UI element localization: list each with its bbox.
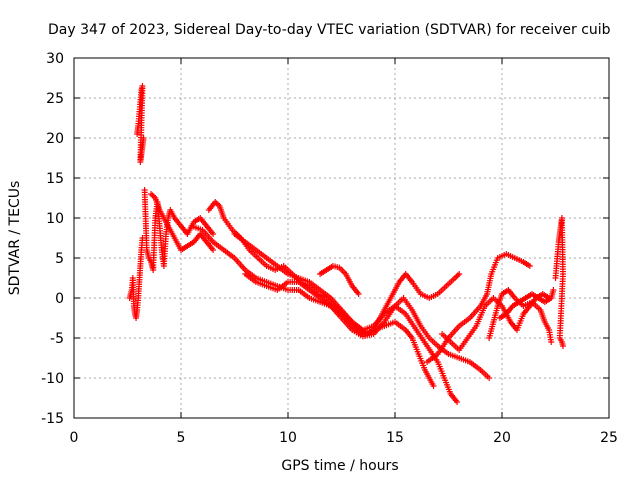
x-tick-label: 15: [386, 430, 404, 446]
y-tick-label: -10: [41, 371, 64, 387]
y-tick-labels: -15 -10 -5 0 5 10 15 20 25 30: [41, 51, 64, 427]
x-tick-labels: 0 5 10 15 20 25: [70, 430, 618, 446]
series-short-arc: [317, 263, 362, 297]
data-point-marker: [559, 343, 566, 349]
x-tick-label: 5: [177, 430, 186, 446]
series-track-8: [496, 287, 557, 321]
data-point-marker: [454, 399, 461, 405]
series-track-5: [424, 251, 533, 365]
y-tick-label: 25: [46, 91, 64, 107]
x-axis-label: GPS time / hours: [281, 458, 398, 474]
data-point-marker: [210, 247, 217, 253]
data-point-marker: [548, 339, 555, 345]
data-points: [126, 83, 566, 405]
x-tick-label: 25: [600, 430, 618, 446]
data-point-marker: [210, 231, 217, 237]
series-track-4: [242, 271, 493, 381]
series-track-7: [486, 287, 555, 345]
plot-frame: [73, 57, 610, 419]
y-tick-label: 20: [46, 131, 64, 147]
y-tick-label: 0: [55, 291, 64, 307]
y-tick-label: 15: [46, 171, 64, 187]
y-tick-label: -5: [50, 331, 64, 347]
y-tick-label: -15: [41, 411, 64, 427]
x-tick-label: 10: [279, 430, 297, 446]
data-point-marker: [430, 383, 437, 389]
x-tick-label: 20: [493, 430, 511, 446]
y-tick-label: 5: [55, 251, 64, 267]
data-point-marker: [456, 271, 463, 277]
series-track-6: [439, 291, 553, 353]
data-point-marker: [355, 291, 362, 297]
axis-ticks: [73, 57, 610, 419]
series-track-3: [231, 231, 461, 405]
y-tick-label: 10: [46, 211, 64, 227]
series-tall-spike: [134, 83, 147, 165]
y-axis-label: SDTVAR / TECUs: [7, 181, 23, 296]
series-track-2: [188, 223, 437, 389]
data-point-marker: [526, 263, 533, 269]
series-late-spike: [552, 215, 566, 349]
series-early-spike: [126, 235, 146, 321]
series-cluster-b: [148, 191, 217, 253]
x-tick-label: 0: [70, 430, 79, 446]
data-point-marker: [550, 287, 557, 293]
data-point-marker: [486, 375, 493, 381]
chart-title: Day 347 of 2023, Sidereal Day-to-day VTE…: [48, 22, 611, 38]
data-point-marker: [140, 135, 147, 141]
y-tick-label: 30: [46, 51, 64, 67]
